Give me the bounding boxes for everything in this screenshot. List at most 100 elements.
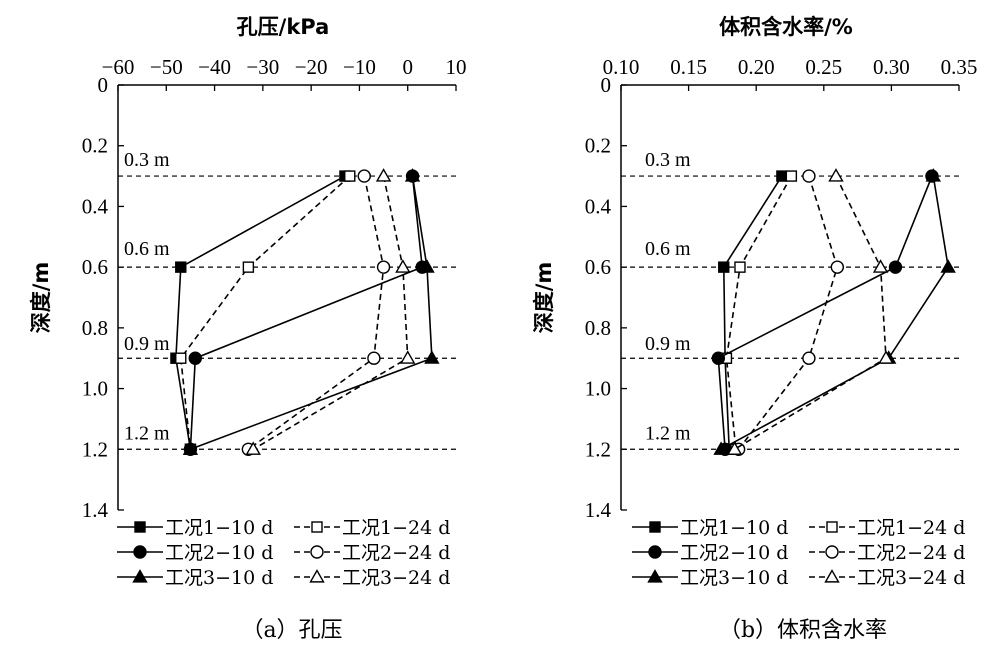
series-line [720,175,950,451]
data-point-triangle [400,350,416,364]
legend-label: 工况3−10 d [165,567,273,589]
x-tick-label: −50 [150,55,183,79]
y-axis-label: 深度/m [532,262,556,334]
y-axis-label: 深度/m [29,262,53,334]
depth-label: 0.6 m [124,238,170,260]
depth-label: 0.3 m [645,149,691,171]
data-point-circle [367,351,381,365]
x-tick-label: 10 [446,55,467,79]
x-tick-label: −40 [198,55,231,79]
data-point-square [175,261,187,273]
x-tick-label: −20 [295,55,328,79]
y-tick-label: 1.0 [82,377,108,401]
data-point-triangle [375,168,392,182]
x-tick-label: 0.30 [873,55,910,79]
y-tick-label: 1.2 [82,437,108,461]
y-tick-label: 0.4 [82,194,109,218]
panel-caption: （b）体积含水率 [719,618,887,643]
data-point-square [175,352,187,364]
y-tick-label: 1.2 [585,437,611,461]
data-point-triangle [828,168,844,182]
series-line [189,176,424,450]
series-line [737,175,839,450]
legend-label: 工况1−10 d [680,517,788,539]
panel-caption: （a）孔压 [241,618,342,643]
legend-marker-circle [310,545,324,559]
data-point-square [785,170,798,182]
y-tick-label: 1.4 [82,498,109,522]
legend-label: 工况1−24 d [342,517,450,539]
data-point-square [734,261,746,273]
depth-label: 0.9 m [124,333,170,355]
y-tick-label: 0 [601,73,612,97]
legend-label: 工况3−24 d [857,567,965,589]
data-point-square [718,261,730,273]
x-tick-label: 0.25 [805,55,842,79]
series-line [725,175,793,450]
depth-label: 0.9 m [645,333,691,355]
series-line [179,175,351,450]
data-point-triangle [182,441,199,455]
chart-panel-a: 孔压/kPa −60 −50 −40 −30 −20 −10 0 10 0 0.2 0.4 0.6 0.8… [29,15,467,643]
legend-label: 工况2−10 d [680,542,788,564]
series-line [717,175,933,450]
data-point-triangle [925,168,942,182]
depth-label: 0.3 m [124,149,170,171]
series-line [734,175,887,450]
data-point-circle [888,260,903,274]
data-point-triangle [245,441,261,455]
series-line [247,175,385,450]
data-point-circle [376,260,391,274]
data-point-circle [357,169,371,183]
y-tick-label: 1.4 [585,498,612,522]
x-tick-label: 0.10 [603,55,640,79]
legend-label: 工况1−10 d [165,517,273,539]
data-point-triangle [940,259,956,273]
legend-label: 工况1−24 d [857,517,965,539]
legend-marker-triangle [132,569,148,583]
legend-label: 工况2−24 d [342,542,450,564]
data-point-circle [711,351,726,365]
data-point-circle [188,351,202,365]
y-tick-label: 0 [98,73,109,97]
legend-marker-triangle [824,569,840,583]
data-point-triangle [726,441,743,455]
legend-label: 工况3−10 d [680,567,788,589]
data-point-square [776,170,788,182]
x-tick-label: 0.20 [738,55,775,79]
y-tick-label: 0.8 [82,316,108,340]
legend-label: 工况3−24 d [342,567,450,589]
data-point-triangle [713,441,729,455]
legend-marker-circle [133,545,147,559]
depth-label: 1.2 m [124,422,170,444]
legend-label: 工况2−24 d [857,542,965,564]
legend-marker-triangle [647,569,663,583]
y-tick-label: 0.6 [585,255,611,279]
data-point-triangle [419,259,435,273]
y-tick-label: 0.6 [82,255,108,279]
legend-marker-square [826,521,838,533]
data-point-triangle [404,168,421,182]
chart-panel-b: 体积含水率/% 0.10 0.15 0.20 0.25 0.30 0.35 0 0.2 0.4 0.… [532,15,977,643]
data-point-square [242,261,255,273]
data-point-circle [802,169,816,183]
data-point-triangle [878,350,894,364]
x-tick-label: −60 [102,55,135,79]
legend-marker-square [311,521,323,533]
legend-marker-circle [648,545,662,559]
depth-label: 1.2 m [645,422,691,444]
series-line [175,175,346,450]
series-line [252,175,409,450]
data-point-square [344,170,356,182]
y-tick-label: 0.4 [585,194,612,218]
x-tick-label: 0.15 [670,55,707,79]
data-point-triangle [424,350,440,364]
x-tick-label: 0.35 [941,55,978,79]
data-point-triangle [872,259,889,273]
data-point-circle [802,351,816,365]
data-point-triangle [395,259,411,273]
depth-label: 0.6 m [645,238,691,260]
legend-marker-circle [825,545,839,559]
legend-marker-square [134,521,146,533]
